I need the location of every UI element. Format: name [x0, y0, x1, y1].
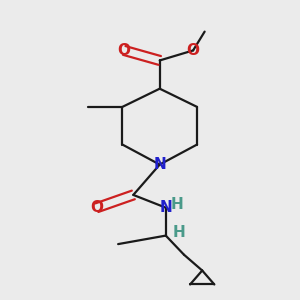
Text: N: N — [159, 200, 172, 215]
Text: H: H — [171, 197, 184, 212]
Text: O: O — [187, 43, 200, 58]
Text: O: O — [118, 43, 131, 58]
Text: H: H — [172, 225, 185, 240]
Text: O: O — [90, 200, 104, 215]
Text: N: N — [153, 157, 166, 172]
